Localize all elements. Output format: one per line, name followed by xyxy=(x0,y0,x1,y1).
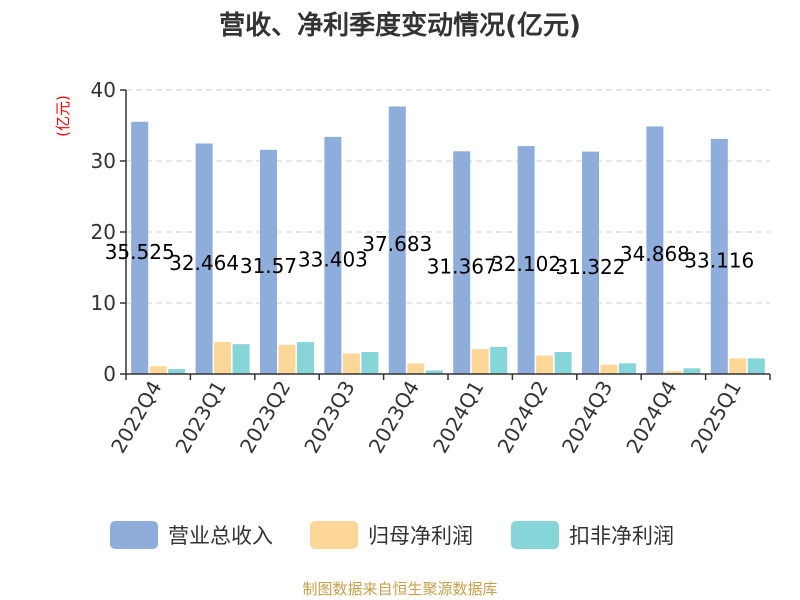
bar-series-0-2024Q4 xyxy=(646,126,664,375)
bar-series-0-2023Q3 xyxy=(324,136,342,374)
x-tick-label: 2023Q3 xyxy=(299,377,359,458)
data-label-2024Q3: 31.322 xyxy=(556,255,626,279)
data-label-2024Q1: 31.367 xyxy=(427,255,497,279)
bar-series-1-2024Q4 xyxy=(664,371,682,374)
data-label-2023Q4: 37.683 xyxy=(362,232,432,256)
legend-swatch xyxy=(310,521,358,549)
legend-label: 扣非净利润 xyxy=(569,524,674,548)
x-tick-label: 2024Q4 xyxy=(621,377,681,458)
bar-series-0-2023Q2 xyxy=(260,149,277,374)
legend-item-0[interactable]: 营业总收入 xyxy=(110,521,273,549)
bar-series-2-2024Q4 xyxy=(683,368,701,374)
data-label-2023Q3: 33.403 xyxy=(298,247,368,271)
legend[interactable]: 营业总收入 归母净利润 扣非净利润 xyxy=(110,521,674,549)
data-label-2022Q4: 35.525 xyxy=(105,240,175,264)
bar-series-0-2023Q4 xyxy=(388,106,406,375)
data-label-2023Q2: 31.57 xyxy=(240,254,297,278)
y-axis-unit-label: (亿元) xyxy=(54,95,72,137)
chart-title: 营收、净利季度变动情况(亿元) xyxy=(219,10,581,41)
bar-series-0-2024Q1 xyxy=(453,151,471,374)
bar-series-1-2023Q3 xyxy=(342,353,360,374)
bar-series-0-2023Q1 xyxy=(195,143,213,374)
bar-series-2-2023Q1 xyxy=(232,344,250,374)
bar-series-2-2023Q3 xyxy=(361,351,379,374)
y-axis-ticks: 0 10 20 30 40 xyxy=(91,78,126,386)
x-tick-label: 2023Q1 xyxy=(170,377,230,458)
bar-series-2-2024Q3 xyxy=(619,363,636,374)
legend-label: 营业总收入 xyxy=(168,524,273,548)
bar-series-1-2023Q4 xyxy=(407,363,425,374)
y-tick-label: 40 xyxy=(91,78,116,102)
x-tick-label: 2023Q2 xyxy=(235,377,295,458)
bar-series-2-2023Q4 xyxy=(425,370,443,374)
bar-series-2-2025Q1 xyxy=(747,358,765,374)
y-tick-label: 30 xyxy=(91,149,116,173)
data-label-2024Q2: 32.102 xyxy=(491,252,561,276)
bar-series-1-2022Q4 xyxy=(149,366,167,374)
source-note: 制图数据来自恒生聚源数据库 xyxy=(302,580,497,598)
x-tick-label: 2022Q4 xyxy=(106,377,166,458)
bar-series-1-2024Q3 xyxy=(600,364,618,374)
x-axis-ticks: 2022Q4 2023Q1 2023Q2 2023Q3 2023Q4 2024Q1 2024… xyxy=(106,374,771,458)
bar-series-0-2024Q3 xyxy=(582,151,599,374)
legend-swatch xyxy=(511,521,559,549)
legend-swatch xyxy=(110,521,158,549)
bar-series-1-2024Q2 xyxy=(536,355,554,374)
bar-series-1-2023Q2 xyxy=(278,344,296,374)
bar-series-1-2025Q1 xyxy=(729,358,747,374)
legend-item-2[interactable]: 扣非净利润 xyxy=(511,521,674,549)
bar-series-2-2023Q2 xyxy=(297,342,314,374)
x-tick-label: 2025Q1 xyxy=(686,377,746,458)
bar-series-0-2022Q4 xyxy=(131,121,149,375)
y-tick-label: 20 xyxy=(91,220,116,244)
data-label-2024Q4: 34.868 xyxy=(620,242,690,266)
y-tick-label: 10 xyxy=(91,291,116,315)
bars xyxy=(131,106,765,375)
bar-series-0-2025Q1 xyxy=(710,138,728,374)
bar-series-1-2024Q1 xyxy=(471,349,489,374)
bar-series-1-2023Q1 xyxy=(214,342,232,374)
grid-lines xyxy=(126,89,770,304)
data-label-2025Q1: 33.116 xyxy=(684,248,754,272)
x-tick-label: 2024Q1 xyxy=(428,377,488,458)
legend-item-1[interactable]: 归母净利润 xyxy=(310,521,473,549)
bar-series-2-2024Q2 xyxy=(554,351,572,374)
bar-series-2-2022Q4 xyxy=(168,369,186,374)
x-tick-label: 2024Q2 xyxy=(492,377,552,458)
legend-label: 归母净利润 xyxy=(368,524,473,548)
x-tick-label: 2023Q4 xyxy=(364,377,424,458)
bar-series-2-2024Q1 xyxy=(490,347,508,374)
bar-series-0-2024Q2 xyxy=(517,146,535,374)
data-label-2023Q1: 32.464 xyxy=(169,251,239,275)
x-tick-label: 2024Q3 xyxy=(557,377,617,458)
y-tick-label: 0 xyxy=(103,362,116,386)
